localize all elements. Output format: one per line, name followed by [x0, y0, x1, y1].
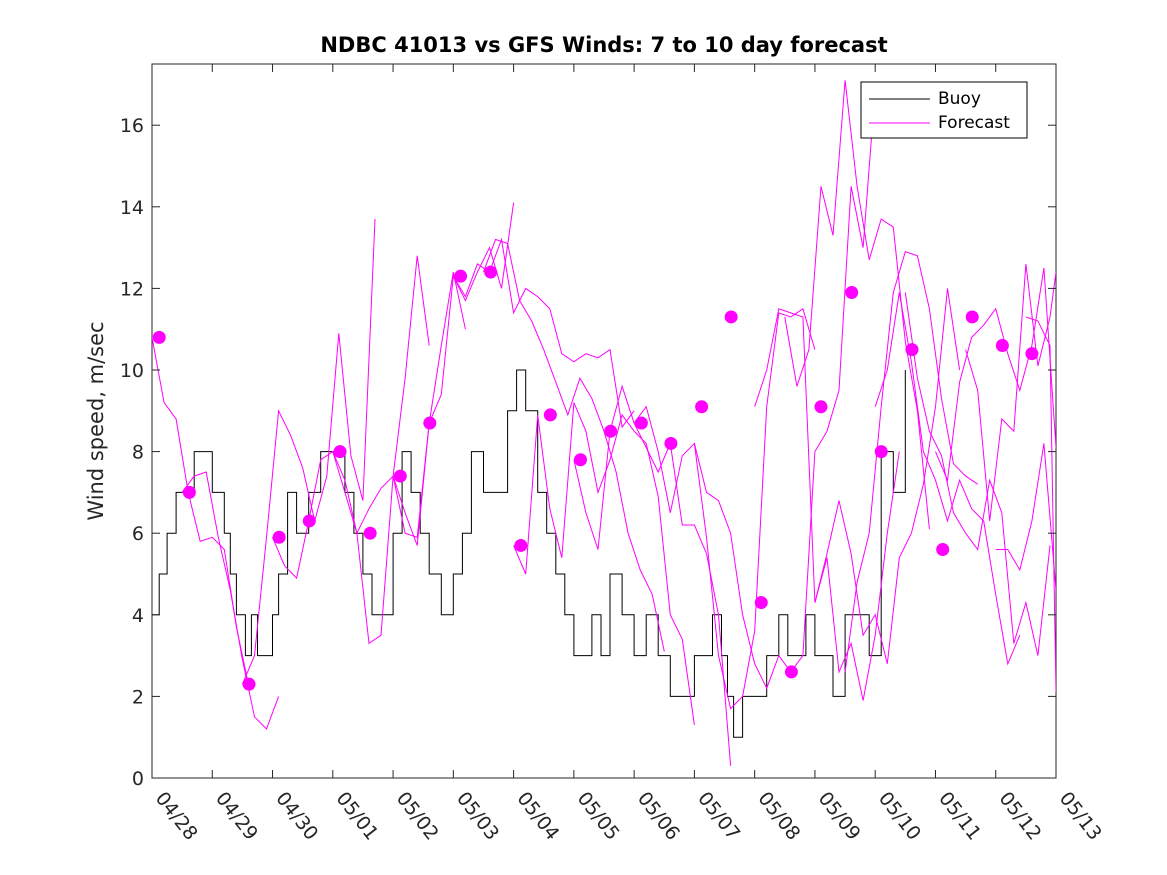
forecast-series-line-5 — [332, 271, 466, 645]
y-axis-label: Wind speed, m/sec — [84, 321, 108, 520]
forecast-series-line-17 — [874, 292, 1021, 666]
y-tick-label: 12 — [120, 278, 144, 300]
legend: Buoy Forecast — [860, 81, 1028, 139]
legend-buoy-label: Buoy — [938, 89, 981, 109]
forecast-marker — [423, 416, 437, 430]
y-tick-label: 16 — [120, 115, 144, 137]
forecast-marker — [514, 538, 528, 552]
forecast-marker — [965, 310, 979, 324]
forecast-marker — [905, 343, 919, 357]
forecast-series-line-16 — [844, 251, 978, 672]
y-tick-label: 14 — [120, 197, 144, 219]
forecast-marker — [152, 330, 166, 344]
forecast-series-line-10 — [573, 384, 732, 766]
y-tick-label: 2 — [132, 686, 144, 708]
forecast-marker — [573, 453, 587, 467]
forecast-marker — [936, 543, 950, 557]
forecast-marker — [242, 677, 256, 691]
forecast-series-line-12 — [693, 88, 876, 690]
forecast-marker — [182, 485, 196, 499]
buoy-series-line — [152, 369, 906, 738]
forecast-series-line-14 — [784, 80, 930, 530]
forecast-series-line-18 — [904, 292, 1051, 656]
axes-box — [151, 63, 1057, 779]
chart-title: NDBC 41013 vs GFS Winds: 7 to 10 day for… — [320, 33, 887, 57]
forecast-series-line-15 — [814, 288, 961, 664]
forecast-series-line-13 — [754, 308, 900, 701]
forecast-marker — [454, 269, 468, 283]
forecast-marker — [1025, 347, 1039, 361]
forecast-marker — [634, 416, 648, 430]
forecast-series-line-20 — [965, 263, 1056, 522]
forecast-marker — [874, 445, 888, 459]
forecast-marker — [272, 530, 286, 544]
forecast-marker — [484, 265, 498, 279]
forecast-marker — [754, 596, 768, 610]
forecast-marker — [664, 436, 678, 450]
y-tick-label: 6 — [132, 523, 144, 545]
forecast-marker — [333, 445, 347, 459]
forecast-marker — [784, 665, 798, 679]
forecast-marker — [543, 408, 557, 422]
forecast-series-line-2 — [181, 471, 280, 730]
forecast-series-line-8 — [483, 238, 665, 652]
forecast-marker — [695, 400, 709, 414]
forecast-series-line-19 — [935, 267, 1056, 483]
forecast-series-line-7 — [452, 237, 635, 429]
legend-forecast-label: Forecast — [938, 113, 1010, 133]
forecast-marker — [845, 285, 859, 299]
y-tick-label: 0 — [132, 768, 144, 790]
y-tick-label: 10 — [120, 360, 144, 382]
y-tick-label: 8 — [132, 442, 144, 464]
forecast-marker — [302, 514, 316, 528]
forecast-series-line-4 — [272, 255, 430, 580]
forecast-marker — [995, 339, 1009, 353]
forecast-marker — [363, 526, 377, 540]
forecast-marker — [724, 310, 738, 324]
forecast-marker — [604, 424, 618, 438]
legend-box — [860, 81, 1028, 139]
forecast-marker — [393, 469, 407, 483]
forecast-series-line-21 — [995, 443, 1056, 591]
forecast-series-line-11 — [633, 308, 816, 710]
series-group — [152, 80, 1056, 766]
forecast-series-line-3 — [241, 218, 376, 685]
forecast-marker — [814, 400, 828, 414]
forecast-series-line-22 — [1025, 316, 1056, 693]
y-tick-label: 4 — [132, 605, 144, 627]
forecast-series-line-9 — [513, 402, 695, 726]
